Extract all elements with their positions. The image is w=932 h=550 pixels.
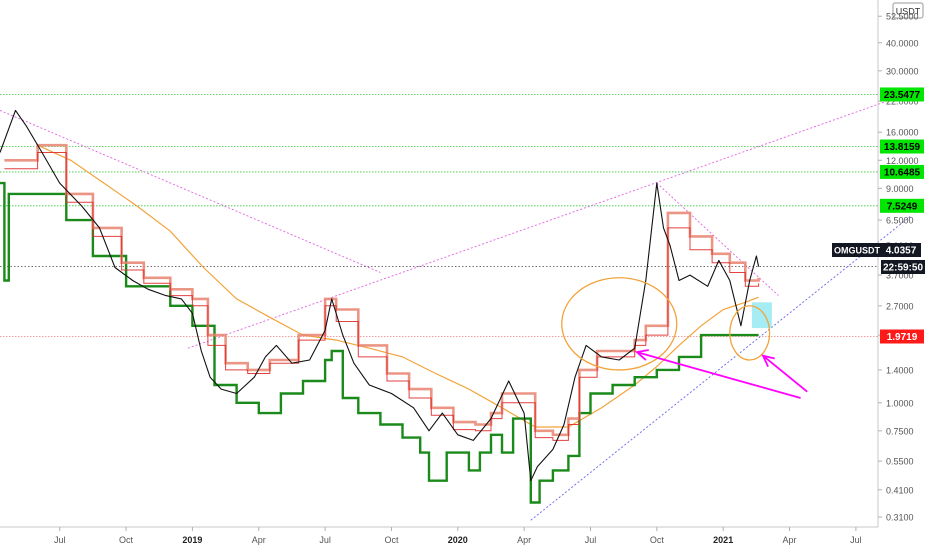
level-badge — [880, 198, 924, 213]
price-tick-label: 0.7500 — [886, 426, 914, 436]
time-tick-label: Apr — [252, 535, 266, 545]
time-tick-label: 2020 — [448, 535, 468, 545]
price-tick-label: 2.7000 — [886, 301, 914, 311]
level-badge — [880, 329, 924, 344]
price-tick-label: 0.5500 — [886, 457, 914, 467]
time-tick-label: 2021 — [713, 535, 733, 545]
symbol-badge — [832, 243, 882, 257]
level-badge — [880, 139, 924, 154]
level-label: 10.6485 — [884, 167, 921, 178]
price-tick-label: 1.0000 — [886, 398, 914, 408]
symbol-label: OMGUSDT — [834, 246, 881, 256]
trendline[interactable] — [530, 215, 912, 521]
time-tick-label: Jul — [319, 535, 331, 545]
time-tick-label: Jul — [54, 535, 66, 545]
highlight-ellipse[interactable] — [561, 277, 678, 371]
price-tick-label: 0.4100 — [886, 485, 914, 495]
last-price-label: 4.0357 — [886, 246, 917, 257]
price-tick-label: 0.3100 — [886, 513, 914, 523]
price-line[interactable] — [0, 109, 760, 482]
price-tick-label: 9.0000 — [886, 184, 914, 194]
price-tick-label: 16.0000 — [886, 128, 919, 138]
level-badge — [880, 164, 924, 179]
price-tick-label: 1.4000 — [886, 365, 914, 375]
countdown-label: 22:59:50 — [883, 263, 923, 274]
level-label: 23.5477 — [884, 90, 921, 101]
annotation-arrow[interactable] — [636, 351, 801, 399]
time-tick-label: Oct — [384, 535, 399, 545]
trendline[interactable] — [0, 110, 381, 273]
moving-average-line[interactable] — [37, 144, 759, 428]
time-tick-label: Oct — [650, 535, 665, 545]
price-tick-label: 6.5000 — [886, 216, 914, 226]
price-tick-label: 30.0000 — [886, 66, 919, 76]
price-tick-label: 40.0000 — [886, 38, 919, 48]
arrow-head — [634, 349, 649, 361]
price-tick-label: 22.0000 — [886, 97, 919, 107]
plot-area[interactable] — [0, 92, 912, 521]
annotation-arrow[interactable] — [762, 354, 808, 393]
time-tick-label: Jul — [850, 535, 862, 545]
time-tick-label: Apr — [517, 535, 531, 545]
fast-stop-line[interactable] — [4, 152, 760, 441]
time-tick-label: Oct — [119, 535, 134, 545]
price-axis[interactable]: USDT 52.5000 40.0000 30.0000 22.0000 16.0000… — [877, 0, 924, 527]
time-axis[interactable]: Jul Oct 2019 Apr Jul Oct 2020 Apr Jul Oct 2021 Apr J… — [0, 526, 878, 545]
price-tick-label: 52.5000 — [886, 12, 919, 22]
time-tick-label: Jul — [585, 535, 597, 545]
time-tick-label: Apr — [783, 535, 797, 545]
level-badge — [880, 87, 924, 102]
level-label: 1.9719 — [887, 332, 918, 343]
highlight-box[interactable] — [751, 302, 772, 329]
last-price-badge — [881, 243, 921, 257]
currency-badge[interactable] — [892, 2, 924, 19]
price-tick-label: 12.0000 — [886, 156, 919, 166]
countdown-badge — [881, 260, 925, 274]
level-label: 13.8159 — [884, 142, 921, 153]
bull-stop-line[interactable] — [0, 181, 759, 504]
time-tick-label: 2019 — [182, 535, 202, 545]
price-badges: OMGUSDT 4.0357 22:59:50 23.5477 13.8159 10… — [832, 87, 925, 344]
arrow-head — [761, 354, 775, 367]
price-tick-label: 3.7000 — [886, 271, 914, 281]
level-label: 7.5249 — [887, 201, 918, 212]
highlight-ellipse[interactable] — [729, 305, 771, 361]
currency-label: USDT — [896, 7, 921, 17]
